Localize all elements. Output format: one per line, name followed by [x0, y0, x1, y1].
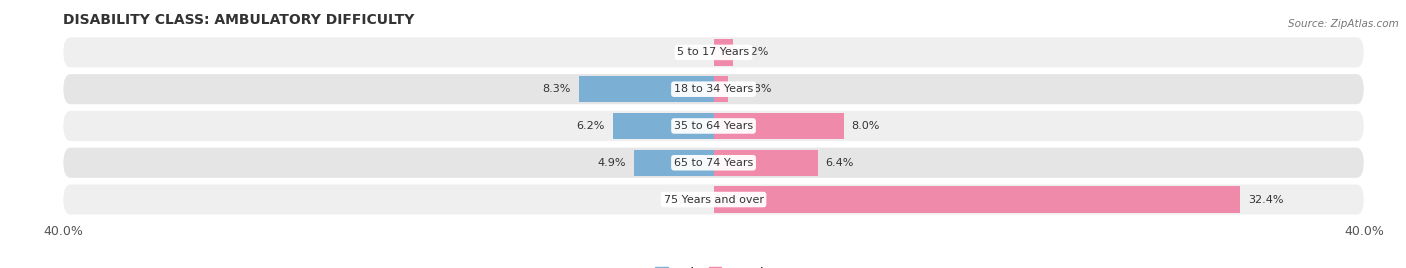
- FancyBboxPatch shape: [63, 74, 1364, 104]
- Text: 8.3%: 8.3%: [543, 84, 571, 94]
- Text: 18 to 34 Years: 18 to 34 Years: [673, 84, 754, 94]
- Text: Source: ZipAtlas.com: Source: ZipAtlas.com: [1288, 19, 1399, 29]
- Text: 6.2%: 6.2%: [576, 121, 605, 131]
- Bar: [713, 150, 818, 176]
- Text: 0.88%: 0.88%: [735, 84, 772, 94]
- Text: 75 Years and over: 75 Years and over: [664, 195, 763, 204]
- FancyBboxPatch shape: [63, 37, 1364, 68]
- Bar: [579, 76, 713, 102]
- Text: 1.2%: 1.2%: [741, 47, 769, 57]
- FancyBboxPatch shape: [63, 148, 1364, 178]
- Bar: [713, 113, 844, 139]
- Legend: Male, Female: Male, Female: [651, 262, 776, 268]
- FancyBboxPatch shape: [63, 184, 1364, 215]
- Bar: [634, 150, 713, 176]
- Bar: [713, 76, 728, 102]
- Bar: [613, 113, 713, 139]
- Text: 4.9%: 4.9%: [598, 158, 626, 168]
- Text: 35 to 64 Years: 35 to 64 Years: [673, 121, 754, 131]
- Text: 6.4%: 6.4%: [825, 158, 853, 168]
- Text: 8.0%: 8.0%: [852, 121, 880, 131]
- Bar: [713, 39, 733, 66]
- Text: 32.4%: 32.4%: [1249, 195, 1284, 204]
- Text: 5 to 17 Years: 5 to 17 Years: [678, 47, 749, 57]
- Text: 0.0%: 0.0%: [678, 47, 706, 57]
- Text: 0.0%: 0.0%: [678, 195, 706, 204]
- Bar: [713, 186, 1240, 213]
- Text: DISABILITY CLASS: AMBULATORY DIFFICULTY: DISABILITY CLASS: AMBULATORY DIFFICULTY: [63, 13, 415, 27]
- FancyBboxPatch shape: [63, 111, 1364, 141]
- Text: 65 to 74 Years: 65 to 74 Years: [673, 158, 754, 168]
